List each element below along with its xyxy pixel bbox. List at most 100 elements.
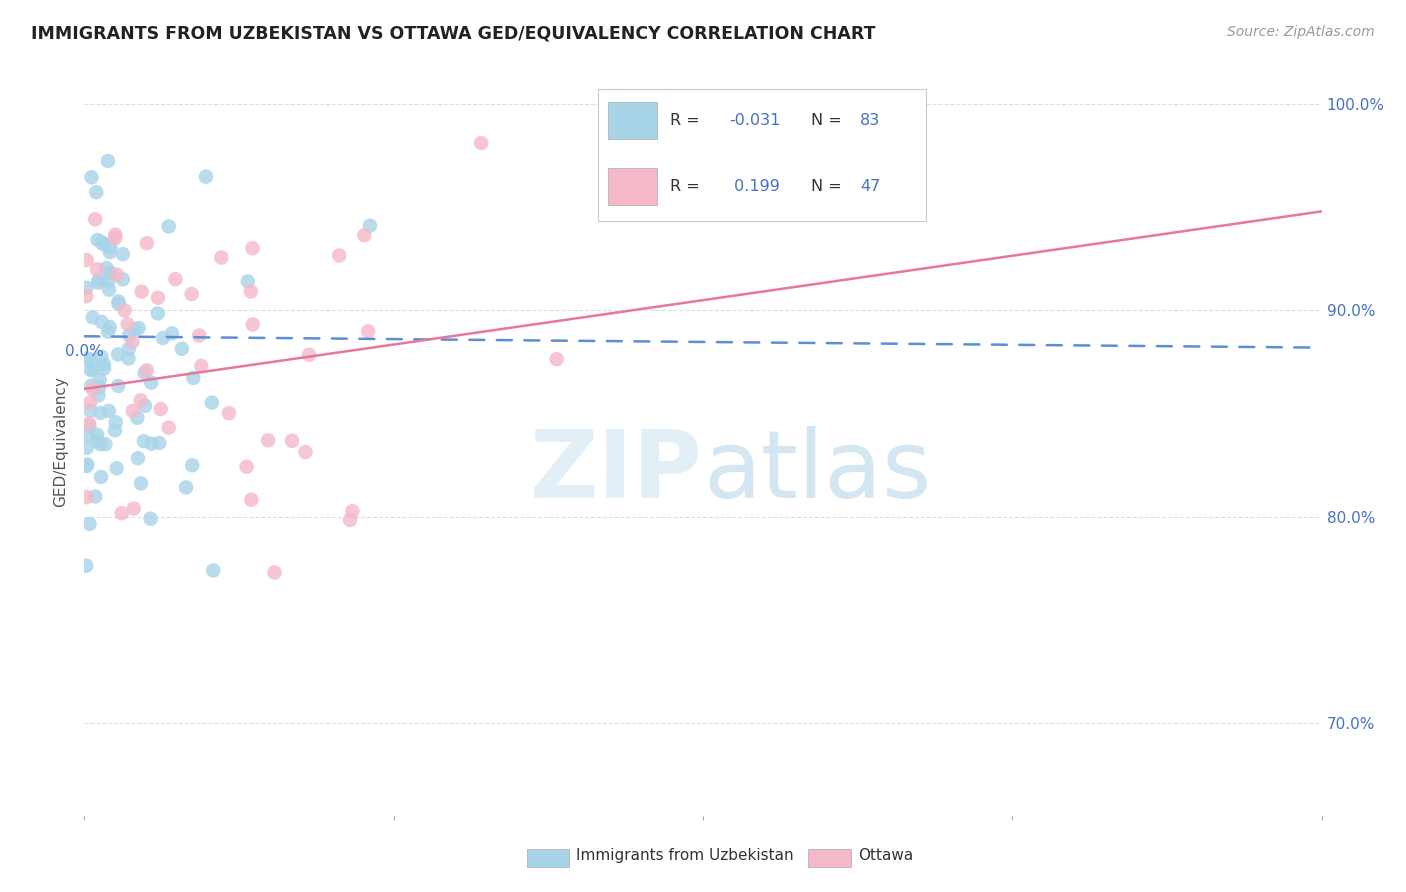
Point — [97, 404, 120, 418]
Point — [107, 379, 129, 393]
Point — [181, 458, 204, 473]
Text: 0.0%: 0.0% — [65, 344, 104, 359]
Point — [240, 492, 263, 507]
Point — [98, 320, 121, 334]
Point — [86, 427, 108, 442]
Point — [96, 261, 118, 276]
Point — [104, 415, 127, 429]
Point — [298, 348, 321, 362]
Point — [98, 245, 121, 260]
Point — [80, 170, 103, 185]
Point — [235, 459, 257, 474]
Point — [117, 317, 139, 331]
Point — [94, 437, 117, 451]
Text: Source: ZipAtlas.com: Source: ZipAtlas.com — [1227, 25, 1375, 39]
Point — [188, 328, 211, 343]
Point — [75, 289, 97, 303]
Point — [122, 501, 145, 516]
Point — [174, 480, 197, 494]
Point — [82, 310, 104, 325]
Point — [160, 326, 183, 341]
Point — [357, 324, 380, 338]
Point — [294, 445, 316, 459]
Point — [111, 247, 134, 261]
Point — [79, 419, 101, 434]
Point — [118, 342, 141, 356]
Point — [146, 291, 169, 305]
Point — [111, 506, 134, 520]
Text: Ottawa: Ottawa — [858, 848, 912, 863]
Point — [353, 228, 375, 243]
Point — [98, 283, 121, 297]
Point — [209, 251, 232, 265]
Point — [89, 380, 111, 394]
Point — [170, 342, 193, 356]
Point — [202, 563, 225, 577]
Point — [76, 490, 98, 504]
Point — [86, 434, 108, 448]
Point — [146, 306, 169, 320]
Point — [105, 461, 128, 475]
Point — [105, 268, 128, 282]
Point — [89, 373, 111, 387]
Point — [82, 362, 104, 376]
Point — [87, 276, 110, 290]
Point — [190, 359, 212, 373]
Point — [127, 451, 149, 466]
Point — [79, 403, 101, 417]
Point — [79, 363, 101, 377]
Point — [86, 233, 108, 247]
Point — [359, 219, 381, 233]
Point — [89, 437, 111, 451]
Point — [76, 351, 98, 366]
Point — [239, 285, 262, 299]
Point — [76, 253, 98, 268]
Point — [118, 328, 141, 343]
Point — [90, 470, 112, 484]
Point — [157, 219, 180, 234]
Point — [79, 516, 101, 531]
Point — [77, 417, 100, 431]
Point — [195, 169, 218, 184]
Point — [90, 315, 112, 329]
Point — [107, 294, 129, 309]
Point — [127, 410, 149, 425]
Text: ZIP: ZIP — [530, 425, 703, 517]
Point — [97, 154, 120, 169]
Point — [181, 371, 204, 385]
Point — [157, 420, 180, 434]
Point — [180, 287, 202, 301]
Point — [242, 241, 264, 255]
Point — [79, 395, 101, 409]
Point — [100, 265, 122, 279]
Text: Immigrants from Uzbekistan: Immigrants from Uzbekistan — [576, 848, 794, 863]
Point — [90, 235, 112, 249]
Point — [86, 262, 108, 277]
Point — [149, 402, 172, 417]
Point — [97, 274, 120, 288]
Point — [90, 406, 112, 420]
Point — [201, 395, 224, 409]
Point — [84, 186, 107, 200]
Point — [93, 361, 115, 376]
Point — [121, 334, 143, 349]
Point — [263, 566, 285, 580]
Point — [134, 366, 156, 380]
Point — [131, 285, 153, 299]
Point — [257, 434, 280, 448]
Point — [84, 490, 107, 504]
Point — [82, 382, 104, 396]
Point — [76, 458, 98, 472]
Point — [134, 399, 156, 413]
Point — [87, 273, 110, 287]
Point — [242, 318, 264, 332]
Point — [148, 436, 170, 450]
Point — [470, 136, 492, 150]
Point — [165, 272, 187, 286]
Point — [128, 321, 150, 335]
Point — [107, 297, 129, 311]
Y-axis label: GED/Equivalency: GED/Equivalency — [53, 376, 69, 507]
Point — [104, 423, 127, 437]
Point — [328, 248, 350, 262]
Point — [87, 388, 110, 402]
